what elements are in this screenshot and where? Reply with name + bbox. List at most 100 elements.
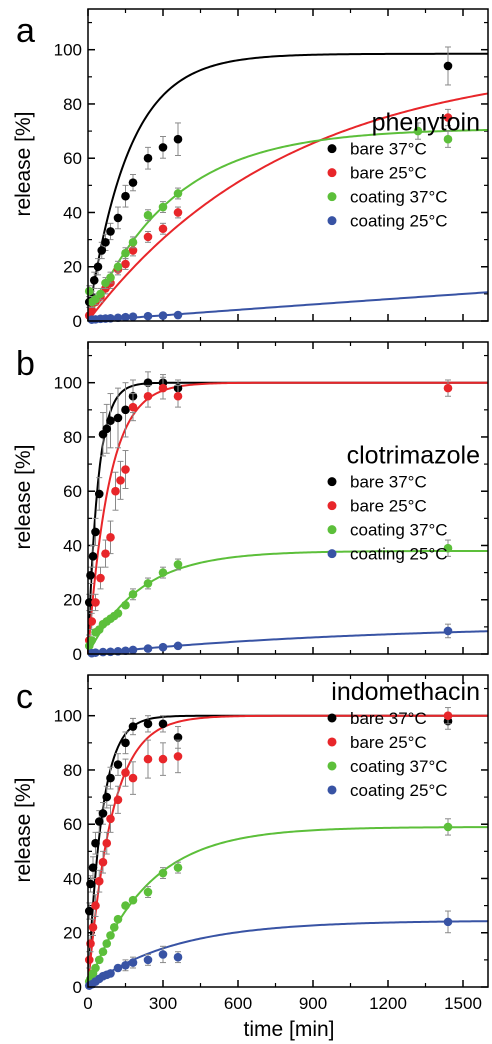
x-tick-label: 0	[83, 994, 92, 1013]
data-point-bare_37	[158, 143, 168, 152]
data-point-bare_25	[173, 391, 183, 401]
fit-curve-bare_25	[87, 92, 489, 322]
fit-curve-bare_37	[87, 381, 488, 655]
legend-marker-bare_37	[327, 477, 337, 487]
legend-marker-coating_25	[327, 549, 337, 559]
data-point-coating_25	[158, 311, 168, 320]
data-point-coating_37	[128, 895, 138, 905]
panel-b: 0 20 40 60 80 100 b clotrimazole bare 37°C bare 2…	[16, 341, 489, 664]
y-tick-label: 20	[63, 258, 82, 277]
data-point-bare_25	[128, 773, 138, 783]
legend-title: indomethacin	[331, 678, 480, 706]
data-point-bare_37	[143, 719, 153, 729]
panel-label: c	[16, 678, 33, 716]
data-point-bare_37	[158, 719, 168, 729]
data-point-coating_37	[113, 262, 123, 272]
data-point-bare_25	[91, 598, 100, 607]
data-point-coating_37	[413, 126, 423, 136]
data-point-coating_25	[173, 952, 183, 962]
data-point-coating_37	[173, 560, 183, 569]
y-tick-label: 0	[73, 645, 82, 664]
data-point-bare_25	[128, 402, 138, 412]
data-point-coating_25	[143, 311, 153, 321]
data-point-bare_37	[143, 153, 153, 163]
y-tick-label: 60	[63, 482, 82, 501]
data-point-coating_25	[158, 950, 168, 959]
legend-entry: coating 25°C	[350, 212, 448, 231]
data-point-coating_25	[91, 648, 100, 657]
legend-entry: bare 25°C	[350, 164, 427, 183]
data-point-coating_37	[143, 210, 153, 220]
data-point-bare_25	[113, 795, 123, 805]
data-point-coating_37	[443, 822, 453, 832]
data-point-coating_37	[91, 963, 100, 973]
data-point-bare_25	[84, 955, 94, 965]
data-point-coating_25	[173, 310, 183, 320]
y-axis-label-panel-b: release [%]	[12, 444, 35, 549]
data-point-bare_37	[121, 738, 130, 748]
legend-marker-bare_37	[327, 713, 337, 723]
data-point-coating_37	[443, 134, 453, 144]
fit-curve-coating_25	[87, 291, 489, 322]
y-tick-label: 40	[63, 869, 82, 888]
data-point-bare_25	[443, 113, 453, 122]
fit-curve-coating_25	[87, 630, 489, 655]
data-point-bare_25	[121, 768, 130, 777]
data-point-bare_37	[443, 61, 453, 71]
data-point-coating_37	[158, 568, 168, 577]
data-point-bare_25	[106, 814, 115, 824]
legend-entry: bare 25°C	[350, 733, 427, 752]
data-point-bare_37	[88, 552, 98, 561]
legend-entry: bare 37°C	[350, 473, 427, 492]
legend: clotrimazole bare 37°C bare 25°C coating 37…	[327, 442, 480, 564]
data-point-bare_25	[88, 923, 98, 932]
data-point-bare_37	[128, 178, 138, 187]
data-point-bare_25	[116, 476, 125, 485]
panel-c: 0 300 600 900 1200 1500 0 20 40 60 80 100 c indometha…	[16, 674, 489, 1013]
data-point-bare_37	[113, 213, 123, 223]
data-point-bare_25	[173, 208, 183, 217]
x-tick-label: 1500	[444, 994, 482, 1013]
data-point-coating_25	[158, 642, 168, 652]
fit-curve-coating_25	[87, 920, 489, 988]
y-tick-label: 0	[73, 312, 82, 331]
fit-curve-bare_25	[87, 714, 488, 988]
legend-marker-bare_25	[327, 737, 337, 747]
y-tick-label: 40	[63, 536, 82, 555]
data-point-coating_37	[443, 543, 453, 553]
data-point-coating_25	[128, 958, 138, 967]
data-point-bare_37	[106, 416, 115, 425]
data-point-bare_25	[98, 857, 108, 867]
data-point-bare_25	[121, 465, 130, 474]
data-point-bare_37	[173, 733, 183, 742]
data-point-coating_37	[121, 901, 130, 910]
data-point-bare_37	[97, 246, 107, 255]
data-point-coating_37	[113, 609, 123, 618]
data-point-coating_25	[113, 963, 123, 973]
data-point-bare_37	[98, 809, 108, 818]
data-point-coating_37	[106, 273, 115, 282]
data-point-bare_25	[106, 533, 115, 542]
y-axis-label-panel-c: release [%]	[12, 777, 35, 882]
fit-curve-bare_37	[87, 52, 488, 322]
data-point-coating_37	[109, 923, 119, 932]
data-point-bare_37	[94, 817, 104, 826]
data-point-coating_37	[158, 868, 168, 878]
fit-curve-coating_37	[87, 549, 488, 655]
legend-entry: bare 37°C	[350, 140, 427, 159]
data-point-bare_25	[443, 383, 453, 393]
data-point-bare_37	[91, 838, 100, 848]
data-point-coating_37	[173, 863, 183, 872]
data-point-bare_25	[158, 383, 168, 393]
data-point-coating_25	[98, 647, 108, 657]
panel-a: 0 20 40 60 80 100 a phenytoin bare 37°C bare 25°C…	[16, 8, 489, 331]
y-tick-label: 100	[54, 41, 82, 60]
legend-marker-bare_37	[327, 144, 337, 154]
data-point-bare_25	[173, 752, 183, 761]
data-point-coating_37	[91, 294, 100, 304]
data-point-coating_37	[87, 636, 97, 645]
data-point-coating_37	[143, 887, 153, 897]
data-point-coating_25	[143, 644, 153, 653]
x-tick-label: 600	[224, 994, 252, 1013]
data-point-bare_25	[87, 305, 97, 315]
